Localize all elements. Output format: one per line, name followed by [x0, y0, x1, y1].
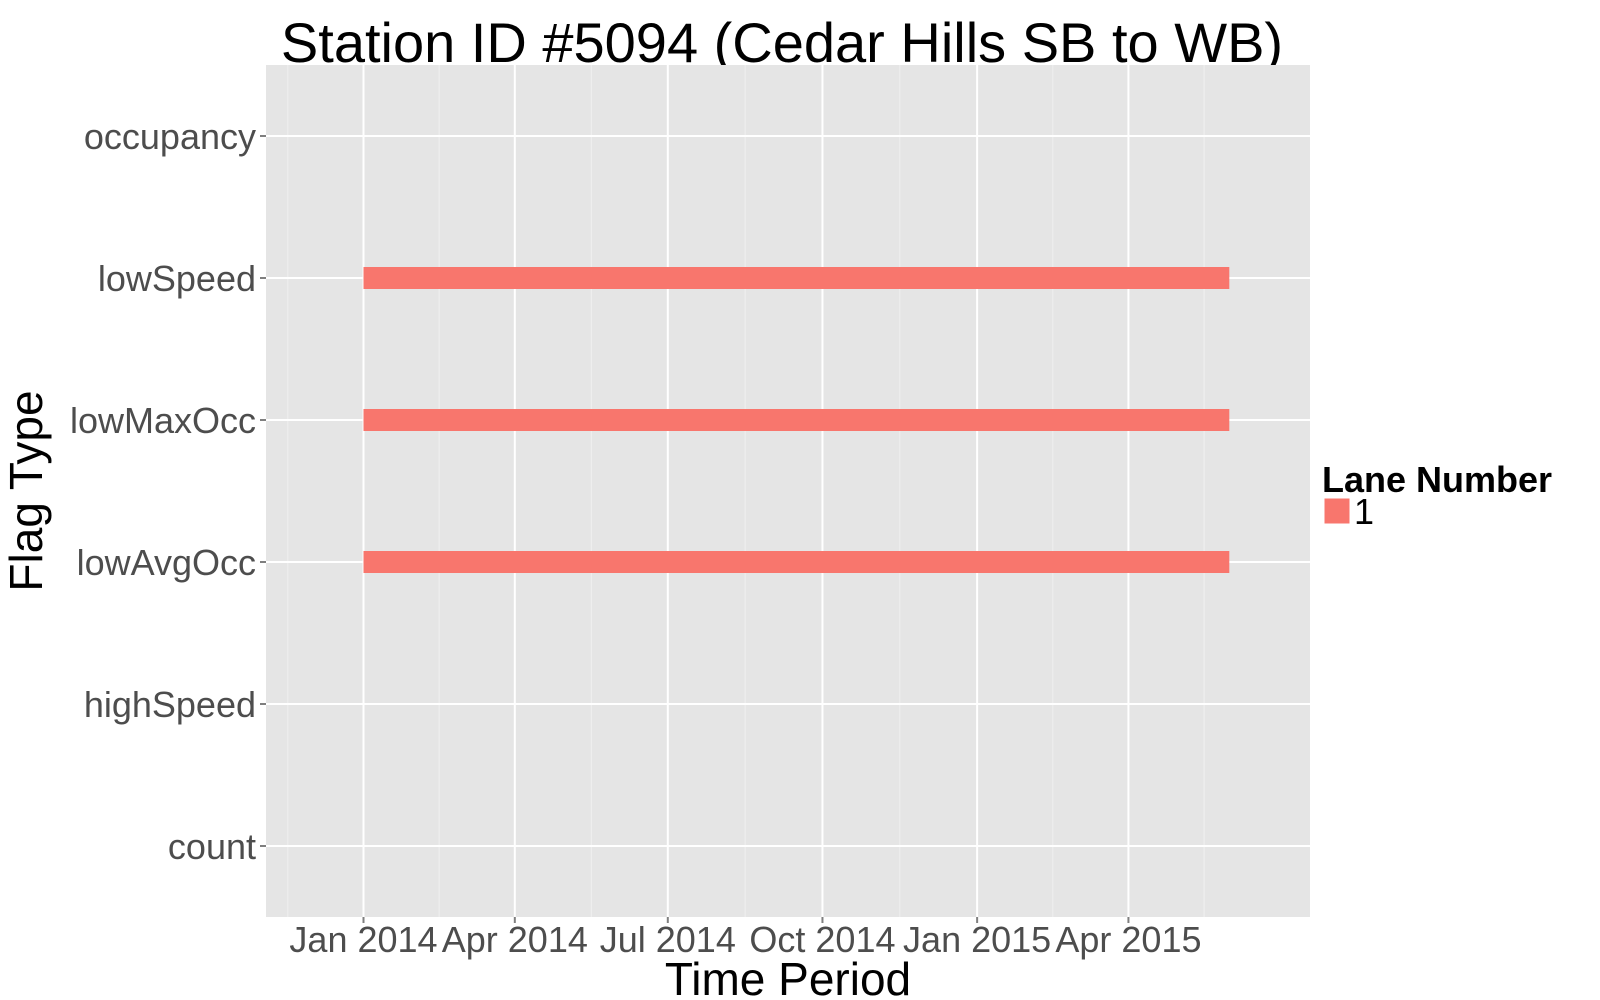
x-tick-label: Apr 2015 [1055, 919, 1201, 960]
legend-label: 1 [1354, 491, 1374, 532]
y-tick-label: lowSpeed [98, 258, 256, 299]
y-tick-label: occupancy [84, 116, 256, 157]
legend-title: Lane Number [1322, 459, 1552, 500]
x-tick-label: Jan 2014 [289, 919, 437, 960]
y-tick-label: highSpeed [84, 684, 256, 725]
y-axis: count highSpeed lowAvgOcc lowMaxOcc lowSpeed… [70, 116, 266, 867]
grid-minor-lines [287, 65, 1205, 917]
plot-panel [266, 65, 1310, 917]
x-tick-label: Oct 2014 [749, 919, 895, 960]
x-tick-label: Jul 2014 [600, 919, 736, 960]
x-tick-label: Apr 2014 [442, 919, 588, 960]
bar-lowMaxOcc [363, 409, 1230, 431]
bar-lowAvgOcc [363, 551, 1230, 573]
legend-key [1323, 497, 1351, 525]
y-tick-label: count [168, 826, 256, 867]
x-axis: Jan 2014 Apr 2014 Jul 2014 Oct 2014 Jan 2015… [289, 917, 1201, 960]
y-tick-label: lowMaxOcc [70, 400, 256, 441]
bar-lowSpeed [363, 267, 1230, 289]
legend-items: 1 [1323, 491, 1374, 532]
y-axis-title: Flag Type [0, 390, 52, 591]
x-axis-title: Time Period [665, 953, 911, 1000]
y-tick-label: lowAvgOcc [77, 542, 256, 583]
bars [363, 267, 1230, 573]
legend: Lane Number 1 [1322, 459, 1552, 532]
chart-title: Station ID #5094 (Cedar Hills SB to WB) [281, 11, 1283, 74]
x-tick-label: Jan 2015 [903, 919, 1051, 960]
